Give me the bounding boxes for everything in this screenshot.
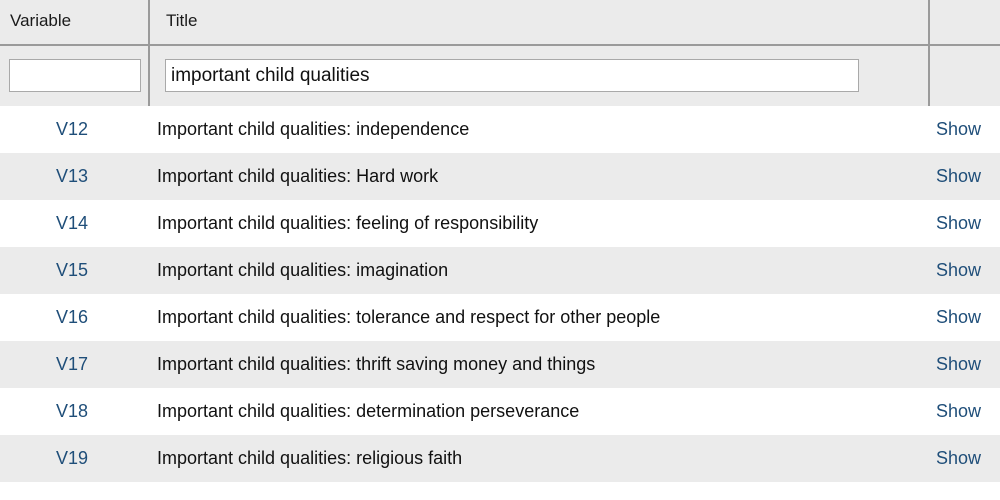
table-row: V18 Important child qualities: determinat…	[0, 388, 1000, 435]
filter-row	[0, 44, 1000, 108]
variable-title: Important child qualities: tolerance and…	[157, 307, 661, 327]
variable-title: Important child qualities: imagination	[157, 260, 449, 280]
variable-link[interactable]: V15	[55, 260, 89, 280]
table-row: V13 Important child qualities: Hard work S…	[0, 153, 1000, 200]
variable-title: Important child qualities: religious fai…	[157, 448, 463, 468]
show-link[interactable]: Show	[936, 119, 982, 139]
variable-link[interactable]: V14	[55, 213, 89, 233]
table-row: V19 Important child qualities: religious …	[0, 435, 1000, 482]
show-link[interactable]: Show	[936, 166, 982, 186]
show-link[interactable]: Show	[936, 307, 982, 327]
variable-title: Important child qualities: Hard work	[157, 166, 439, 186]
variable-link[interactable]: V18	[55, 401, 89, 421]
variable-title: Important child qualities: thrift saving…	[157, 354, 596, 374]
show-link[interactable]: Show	[936, 213, 982, 233]
variable-title: Important child qualities: feeling of re…	[157, 213, 539, 233]
show-link[interactable]: Show	[936, 354, 982, 374]
show-link[interactable]: Show	[936, 448, 982, 468]
variable-link[interactable]: V17	[55, 354, 89, 374]
table-body: V12 Important child qualities: independen…	[0, 106, 1000, 482]
column-divider-variable	[148, 0, 150, 106]
title-filter-input[interactable]	[165, 59, 859, 92]
variable-title: Important child qualities: determination…	[157, 401, 580, 421]
table-row: V16 Important child qualities: tolerance …	[0, 294, 1000, 341]
variable-link[interactable]: V12	[55, 119, 89, 139]
table-row: V17 Important child qualities: thrift sav…	[0, 341, 1000, 388]
column-header-title[interactable]: Title	[166, 11, 198, 30]
variable-link[interactable]: V16	[55, 307, 89, 327]
column-divider-title	[928, 0, 930, 106]
column-header-variable[interactable]: Variable	[10, 11, 72, 30]
table-header: Variable Title	[0, 0, 1000, 44]
variable-title: Important child qualities: independence	[157, 119, 470, 139]
table-row: V15 Important child qualities: imaginatio…	[0, 247, 1000, 294]
variable-link[interactable]: V13	[55, 166, 89, 186]
show-link[interactable]: Show	[936, 401, 982, 421]
variable-link[interactable]: V19	[55, 448, 89, 468]
variable-filter-input[interactable]	[9, 59, 141, 92]
show-link[interactable]: Show	[936, 260, 982, 280]
table-row: V14 Important child qualities: feeling of…	[0, 200, 1000, 247]
table-row: V12 Important child qualities: independen…	[0, 106, 1000, 153]
